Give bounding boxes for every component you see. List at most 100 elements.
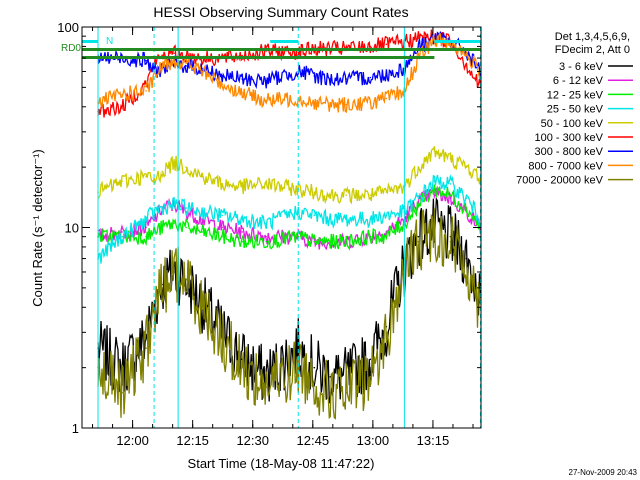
data-point [145,90,147,92]
data-point [329,391,332,394]
data-point [265,235,268,238]
data-point [449,240,452,243]
x-tick-label: 13:00 [357,433,390,448]
series-line [97,33,481,114]
legend-label: 25 - 50 keV [547,104,604,116]
chart-title: HESSI Observing Summary Count Rates [153,4,408,20]
y-axis-label: Count Rate (s⁻¹ detector⁻¹) [30,149,45,307]
data-point [221,337,223,340]
data-point [369,358,372,361]
data-point [121,231,123,233]
data-point [329,194,332,196]
x-tick-label: 13:15 [417,433,450,448]
data-point [241,91,243,94]
flag-bar-rd0-lower [82,56,271,59]
data-point [121,93,123,96]
legend: Det 1,3,4,5,6,9,FDecim 2, Att 0 3 - 6 keV… [516,31,633,187]
data-point [185,207,187,209]
data-point [121,105,123,108]
data-point [173,271,175,273]
data-point [121,235,123,238]
legend-label: 6 - 12 keV [553,75,604,87]
data-point [313,240,316,243]
data-point [345,103,348,106]
data-point [265,386,268,388]
data-point [145,347,147,350]
series-8 [97,208,481,420]
data-point [121,391,123,394]
data-point [417,240,420,243]
data-point [221,214,223,217]
data-point [161,287,163,289]
data-point [313,101,316,104]
flag-bar-rd0 [270,48,435,51]
data-point [417,37,420,39]
data-point [465,264,468,266]
data-point [449,183,452,185]
data-point [369,101,372,104]
x-tick-label: 12:00 [116,433,149,448]
data-point [369,45,372,48]
data-point [449,194,452,196]
data-point [221,75,223,77]
series-line [97,174,481,264]
data-point [369,376,372,378]
data-point [201,70,203,73]
data-point [385,73,388,76]
data-point [417,45,420,48]
data-point [385,191,388,193]
data-point [241,185,243,188]
data-point [201,306,203,309]
data-point [173,222,175,225]
data-point [241,218,243,221]
data-point [221,226,223,229]
data-point [313,214,316,217]
flag-layer: RD0 N [61,36,481,59]
data-point [433,180,436,183]
data-point [329,103,332,106]
data-point [369,76,372,79]
data-point [417,166,420,168]
legend-label: 300 - 800 keV [535,146,604,158]
data-point [345,391,348,394]
data-point [449,197,452,200]
data-point [465,257,468,260]
data-point [145,175,147,178]
data-point [265,79,268,82]
data-point [145,218,147,221]
data-point [161,65,163,67]
data-point [313,366,316,369]
data-point [185,226,187,229]
data-point [173,59,175,62]
flag-bar-night [82,40,99,43]
marker-layer [97,27,481,428]
data-point [185,62,187,64]
data-point [161,170,163,173]
data-point [265,222,268,225]
data-point [329,78,332,80]
data-point [221,83,223,85]
data-point [345,194,348,196]
data-point [173,203,175,206]
data-point [185,278,187,281]
data-point [173,52,175,55]
data-point [145,235,147,238]
flag-label-night: N [106,36,113,47]
flag-bar-rd0-lower [270,56,435,59]
data-point [201,231,203,233]
data-point [345,78,348,80]
data-point [465,54,468,57]
data-point [313,380,316,383]
data-point [433,188,436,191]
data-point [465,166,468,168]
data-point [369,218,372,221]
data-point [433,231,436,233]
legend-label: 12 - 25 keV [547,89,604,101]
data-point [345,218,348,221]
x-tick-label: 12:30 [236,433,269,448]
data-point [433,150,436,153]
legend-header: FDecim 2, Att 0 [555,44,630,56]
data-point [185,65,187,67]
legend-label: 7000 - 20000 keV [516,175,604,187]
